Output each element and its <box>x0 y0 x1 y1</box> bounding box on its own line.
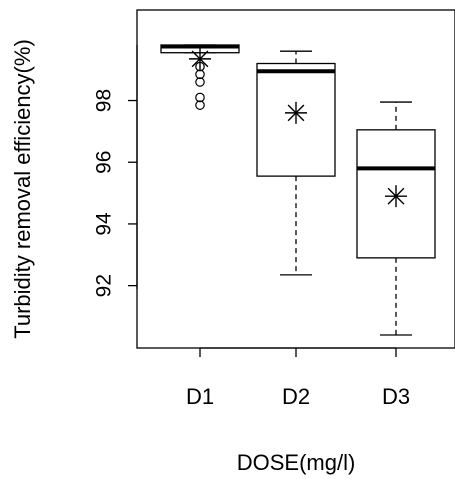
x-tick-label: D2 <box>282 384 310 409</box>
mean-marker <box>285 101 307 124</box>
outlier-point <box>195 92 205 103</box>
outlier-point <box>195 69 205 80</box>
mean-marker-stroke <box>191 50 209 68</box>
x-axis-ticks: D1 D2 D3 <box>186 348 410 409</box>
y-axis-label: Turbidity removal efficiency(%) <box>10 39 35 339</box>
x-tick-label: D1 <box>186 384 214 409</box>
x-tick-label: D3 <box>382 384 410 409</box>
box-d2 <box>256 50 336 276</box>
boxes-group <box>160 44 436 336</box>
x-axis-label: DOSE(mg/l) <box>237 450 356 475</box>
box-d3 <box>356 101 436 336</box>
mean-marker <box>189 47 211 70</box>
y-tick-label: 92 <box>93 274 116 297</box>
mean-marker-stroke <box>287 104 305 122</box>
y-tick-label: 94 <box>93 212 116 236</box>
y-axis-ticks: 92 94 96 98 <box>93 89 137 297</box>
mean-marker <box>385 185 407 208</box>
outlier-point <box>195 100 205 110</box>
y-tick-label: 96 <box>93 151 116 174</box>
plot-area: 92 94 96 98 D1 D2 D3 <box>93 9 455 409</box>
outlier-point <box>195 77 205 87</box>
y-tick-label: 98 <box>93 89 116 112</box>
mean-marker-stroke <box>387 187 405 205</box>
box-d1 <box>160 44 240 110</box>
